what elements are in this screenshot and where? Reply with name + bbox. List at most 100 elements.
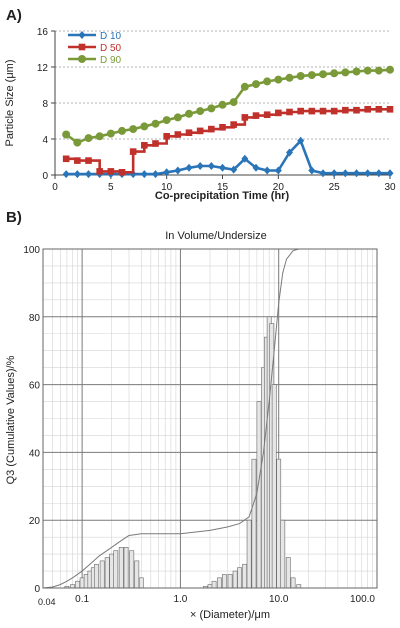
data-point (118, 126, 126, 135)
panel-b-cumulative-curve (42, 248, 304, 589)
data-point (152, 140, 159, 147)
data-point (84, 134, 93, 143)
data-point (364, 106, 371, 113)
data-point (74, 157, 81, 164)
histogram-bar (242, 563, 248, 589)
panel-a-x-tick-label: 20 (273, 182, 285, 193)
data-point (386, 65, 394, 74)
data-point (308, 107, 316, 115)
data-point (96, 168, 103, 175)
data-point (73, 170, 81, 179)
panel-b-y-tick-label: 20 (29, 516, 41, 527)
data-point (185, 109, 193, 118)
data-point (95, 132, 104, 141)
panel-b-y-tick-label: 80 (29, 313, 41, 324)
data-point (374, 66, 383, 75)
data-point (308, 166, 316, 175)
data-point (375, 169, 383, 178)
data-point (151, 119, 160, 128)
legend-swatch-marker (78, 31, 86, 39)
legend-item: D 90 (68, 55, 122, 66)
histogram-bar (271, 384, 277, 589)
data-point (85, 170, 92, 179)
histogram-bar (221, 574, 227, 589)
data-point (286, 148, 293, 157)
histogram-bar (75, 580, 81, 589)
legend-swatch-marker (78, 43, 86, 51)
histogram-bar (118, 547, 124, 589)
legend-label: D 90 (100, 55, 122, 66)
legend-label: D 50 (100, 43, 122, 54)
cumulative-line (42, 248, 304, 589)
data-point (62, 130, 71, 139)
legend-item: D 10 (68, 31, 122, 42)
data-point (163, 133, 170, 140)
histogram-bar (256, 401, 262, 589)
data-point (352, 67, 361, 76)
data-point (364, 169, 372, 178)
panel-b-ticks: 0 20 40 60 80 100 0.04 0.1 1.0 10.0 100.0 (23, 245, 375, 607)
panel-a-y-tick-label: 12 (37, 63, 49, 74)
legend-item: D 50 (68, 43, 122, 54)
panel-b-grid (43, 249, 377, 588)
data-point (330, 69, 339, 78)
data-point (341, 169, 349, 178)
histogram-bar (123, 547, 129, 589)
histogram-bar (113, 550, 119, 589)
panel-b-y-tick-label: 60 (29, 381, 41, 392)
data-point (229, 98, 238, 107)
panel-b-x-tick-label: 1.0 (173, 594, 187, 605)
data-point (152, 170, 159, 179)
data-point (330, 169, 338, 178)
data-point (297, 136, 305, 145)
histogram-bar (217, 577, 222, 589)
panel-a-y-tick-label: 16 (37, 27, 49, 38)
data-point (319, 169, 327, 178)
data-point (106, 129, 115, 138)
panel-b-x-tick-label: 0.04 (38, 597, 56, 607)
histogram-bar (296, 584, 302, 589)
panel-a-x-tick-label: 0 (52, 182, 58, 193)
histogram-bar (251, 458, 257, 589)
data-point (62, 170, 70, 179)
histogram-bar (211, 580, 217, 589)
series-d-10 (62, 136, 394, 179)
data-point (118, 169, 126, 176)
series-line (65, 68, 391, 145)
data-point (252, 80, 260, 89)
panel-a-x-tick-label: 25 (329, 182, 341, 193)
data-point (296, 72, 305, 80)
data-point (173, 113, 182, 122)
data-point (85, 157, 92, 164)
data-point (230, 165, 238, 174)
data-point (275, 109, 282, 117)
histogram-bar (227, 574, 233, 589)
data-point (141, 142, 148, 149)
histogram-bar (129, 550, 135, 589)
data-point (230, 121, 237, 128)
data-point (129, 125, 138, 134)
data-point (285, 73, 294, 82)
histogram-bar (207, 584, 213, 589)
panel-a-ticks: 0 4 8 12 16 0 5 10 15 20 25 30 (37, 27, 396, 193)
data-point (252, 163, 260, 172)
histogram-bar (138, 577, 144, 589)
histogram-bar (104, 557, 110, 589)
data-point (263, 166, 271, 175)
data-point (274, 75, 283, 84)
series-line (66, 138, 390, 176)
data-point (140, 170, 148, 179)
panel-b-x-tick-label: 100.0 (350, 594, 375, 605)
data-point (342, 106, 349, 114)
data-point (307, 71, 316, 80)
histogram-bar (99, 560, 105, 589)
data-point (240, 82, 249, 91)
data-point (363, 66, 372, 75)
histogram-bar (290, 577, 296, 589)
data-point (286, 108, 293, 116)
histogram-bar (79, 577, 85, 589)
data-point (129, 148, 137, 155)
data-point (185, 163, 193, 172)
data-point (219, 163, 226, 172)
data-point (185, 129, 193, 136)
